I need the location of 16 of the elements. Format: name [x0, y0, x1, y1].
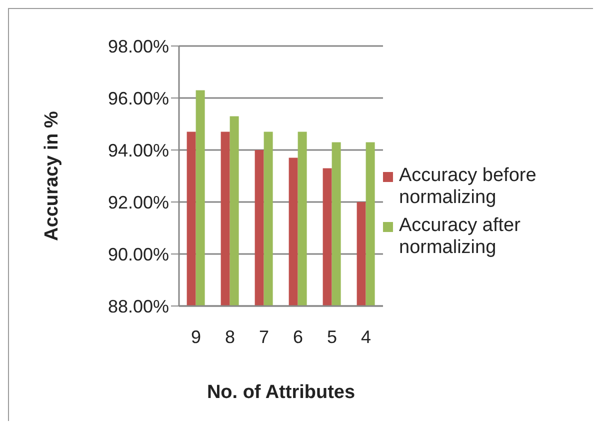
y-tick-label: 94.00%	[108, 140, 169, 160]
x-tick-label: 5	[326, 326, 338, 347]
x-axis-title: No. of Attributes	[206, 382, 356, 403]
x-tick-label: 6	[292, 326, 304, 347]
x-tick-label: 4	[360, 326, 372, 347]
y-tick-label: 88.00%	[108, 296, 169, 316]
y-tick-label: 92.00%	[108, 192, 169, 212]
legend-label: Accuracy after normalizing	[399, 215, 522, 259]
x-tick-label: 8	[224, 326, 236, 347]
y-tick-label: 96.00%	[108, 88, 169, 108]
y-axis-title: Accuracy in %	[42, 110, 63, 241]
x-tick-label: 9	[190, 326, 202, 347]
x-tick-label: 7	[258, 326, 270, 347]
y-tick-label: 98.00%	[108, 36, 169, 56]
y-tick-label: 90.00%	[108, 244, 169, 264]
legend-label: Accuracy before normalizing	[399, 165, 538, 209]
